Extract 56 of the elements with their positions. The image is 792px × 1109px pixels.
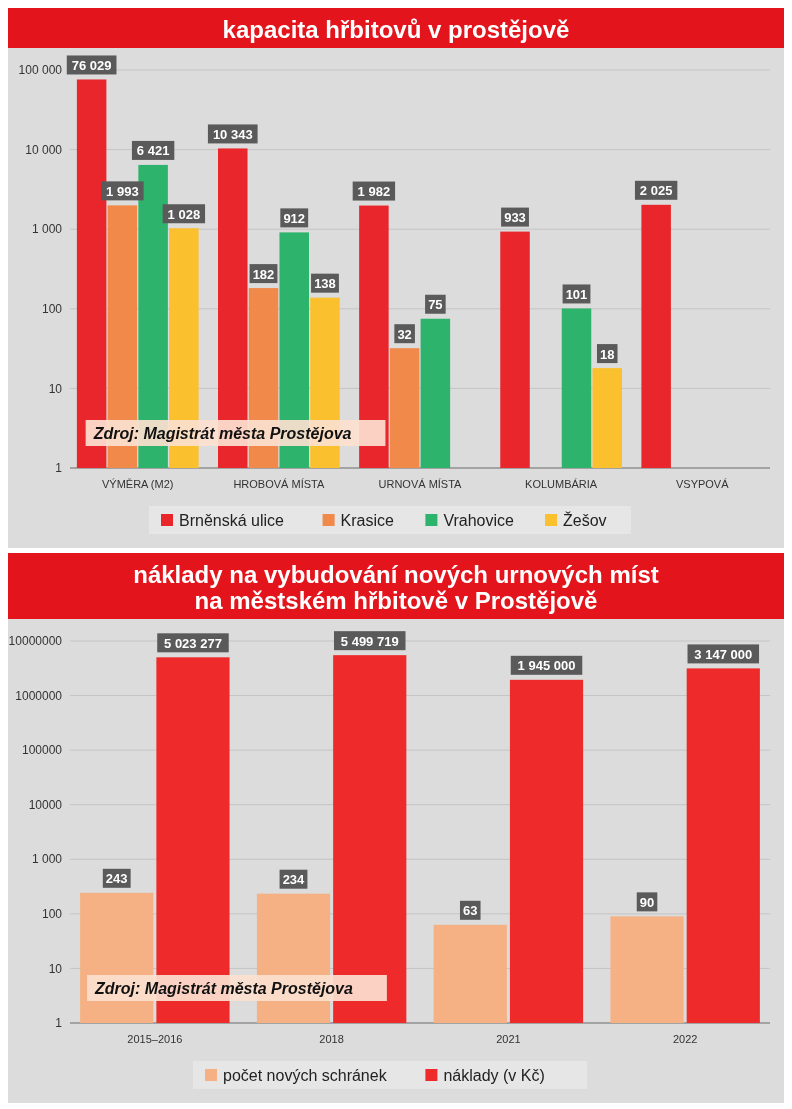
data-label: 63: [463, 903, 478, 919]
data-label: 2 025: [639, 183, 673, 199]
data-label: 6 421: [136, 143, 170, 159]
data-label: 234: [282, 872, 306, 888]
x-tick-label: VSYPOVÁ: [675, 478, 730, 490]
annotation: Zdroj: Magistrát města Prostějova: [94, 980, 354, 997]
data-label: 243: [105, 871, 128, 887]
y-tick-label: 10000000: [8, 634, 63, 649]
x-tick-label: VÝMĚRA (M2): [101, 478, 174, 490]
legend-label: Žešov: [563, 511, 607, 529]
y-tick-label: 100000: [21, 743, 63, 758]
y-tick-label: 1 000: [31, 222, 63, 237]
data-label: 75: [428, 297, 443, 313]
x-tick-label: 2015–2016: [127, 1033, 183, 1045]
y-tick-label: 1000000: [15, 688, 63, 703]
x-tick-label: URNOVÁ MÍSTA: [378, 478, 463, 490]
data-label: 138: [314, 276, 336, 292]
data-label: 90: [639, 894, 655, 910]
data-label: 1 982: [357, 184, 391, 200]
y-tick-label: 10: [48, 961, 63, 976]
legend-label: počet nových schránek: [223, 1067, 388, 1084]
y-tick-label: 100: [41, 302, 63, 316]
legend-label: Brněnská ulice: [179, 512, 285, 529]
data-label: 101: [565, 286, 588, 302]
x-tick-label: 2021: [496, 1033, 521, 1045]
x-tick-label: KOLUMBÁRIA: [525, 478, 598, 490]
legend-label: Vrahovice: [443, 512, 515, 529]
y-tick-label: 10 000: [25, 142, 63, 157]
x-tick-label: 2022: [672, 1033, 698, 1045]
y-tick-label: 1 000: [31, 852, 63, 867]
y-tick-label: 100 000: [18, 63, 63, 78]
data-label: 10 343: [212, 126, 253, 142]
data-label: 182: [252, 266, 275, 282]
y-tick-label: 1: [55, 461, 63, 476]
chart-title: náklady na vybudování nových urnových míst na městském hřbitově v Prostějově: [133, 561, 659, 614]
data-label: 76 029: [71, 57, 112, 73]
data-label: 18: [600, 346, 615, 362]
legend-label: Krasice: [340, 512, 395, 529]
x-tick-label: 2018: [319, 1033, 344, 1045]
y-tick-label: 10000: [28, 797, 63, 812]
data-label: 32: [397, 326, 412, 342]
data-label: 3 147 000: [694, 646, 753, 662]
chart-title: kapacita hřbitovů v prostějově: [222, 16, 570, 43]
data-label: 1 993: [106, 183, 139, 199]
legend-label: náklady (v Kč): [443, 1067, 545, 1084]
data-label: 5 023 277: [164, 635, 222, 651]
data-label: 912: [283, 210, 306, 226]
data-label: 1 945 000: [517, 658, 576, 674]
annotation: Zdroj: Magistrát města Prostějova: [92, 425, 352, 442]
data-label: 1 028: [167, 206, 201, 222]
y-tick-label: 1: [55, 1016, 63, 1031]
y-tick-label: 100: [41, 907, 63, 922]
x-tick-label: HROBOVÁ MÍSTA: [233, 478, 325, 490]
data-label: 5 499 719: [340, 633, 399, 649]
data-label: 933: [504, 210, 526, 226]
y-tick-label: 10: [48, 381, 63, 396]
